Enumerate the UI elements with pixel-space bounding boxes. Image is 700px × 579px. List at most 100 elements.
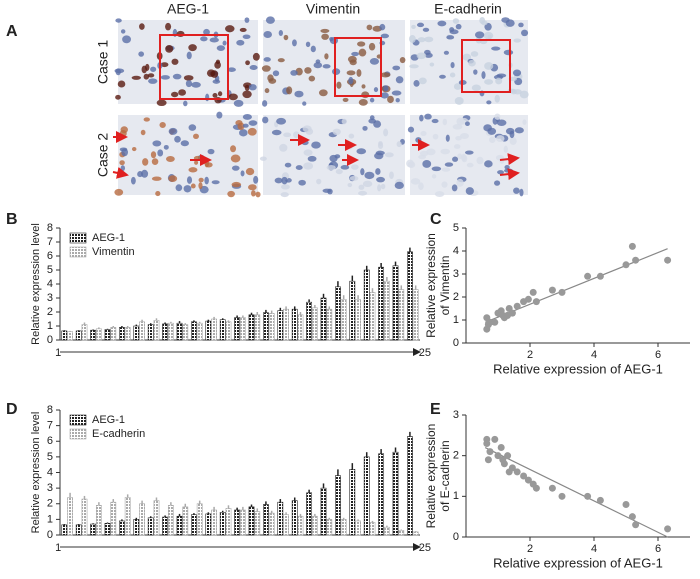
nucleus [453,83,462,90]
point [596,496,604,504]
nucleus [503,145,508,154]
y-tick-label: 4 [453,245,459,257]
bar [104,522,111,536]
nucleus [264,88,270,94]
bar [248,506,255,536]
nucleus [494,180,501,186]
nucleus [231,181,242,188]
nucleus [293,131,300,139]
nucleus [225,25,235,33]
bar [349,280,356,341]
nucleus [147,73,155,78]
bar [211,318,217,341]
nucleus [303,149,313,156]
point [632,256,640,264]
bar [67,497,73,536]
bar [369,292,376,341]
bar [119,520,125,536]
point [622,261,630,269]
nucleus [278,30,283,36]
point [548,484,556,492]
x-tick-label: 1 [55,347,61,359]
bar [147,324,154,341]
bar [311,307,318,341]
nucleus [501,17,510,23]
nucleus [277,58,285,63]
nucleus [373,87,379,93]
nucleus [233,99,244,107]
nucleus [419,114,424,122]
nucleus [160,75,170,80]
nucleus [373,120,382,128]
bar [398,530,405,536]
point [484,456,492,464]
y-tick-label: 4 [47,278,53,290]
nucleus [165,155,175,162]
y-tick-label: 1 [47,320,53,332]
nucleus [332,68,341,75]
nucleus [522,119,527,126]
nucleus [286,86,293,95]
bar [263,312,269,341]
nucleus [422,27,430,32]
bar [162,323,169,341]
nucleus [156,99,167,107]
nucleus [310,45,316,53]
nucleus [391,90,402,96]
nucleus [377,142,384,150]
y-axis-label: Relative expression [424,233,438,338]
nucleus [409,64,419,69]
nucleus [212,92,218,98]
nucleus [494,113,501,120]
bar [326,308,333,341]
nucleus [351,164,359,170]
nucleus [119,130,127,138]
nucleus [152,140,162,147]
nucleus [321,33,329,40]
nucleus [468,59,476,67]
x-axis-label: Relative expression of AEG-1 [493,555,663,570]
nucleus [489,136,496,144]
nucleus [380,33,390,39]
nucleus [486,100,492,105]
nucleus [131,147,137,152]
nucleus [495,77,503,85]
nucleus [175,184,183,192]
nucleus [464,150,474,155]
nucleus [366,24,373,31]
bar [268,512,275,536]
nucleus [439,74,446,79]
y-tick-label: 5 [453,222,459,234]
nucleus [303,162,314,170]
fit-line [484,446,668,538]
nucleus [207,148,215,155]
nucleus [361,91,370,99]
nucleus [119,160,125,166]
nucleus [307,155,317,162]
nucleus [326,164,336,171]
nucleus [351,51,359,57]
nucleus [368,42,376,51]
nucleus [346,70,356,76]
nucleus [429,62,435,67]
nucleus [341,118,347,125]
bar [320,297,327,341]
nucleus [244,17,250,23]
nucleus [212,79,221,84]
point [483,439,491,447]
nucleus [180,140,189,147]
point [632,521,640,529]
column-header: AEG-1 [167,1,209,17]
nucleus [255,191,261,198]
bar [306,301,313,341]
legend-swatch [69,232,87,244]
arrow [112,167,129,179]
bar [383,526,390,536]
nucleus [304,67,312,74]
nucleus [148,78,158,84]
nucleus [157,149,164,157]
nucleus [159,121,166,128]
nucleus [240,170,245,177]
y-tick-label: 2 [47,498,53,510]
nucleus [432,133,439,140]
